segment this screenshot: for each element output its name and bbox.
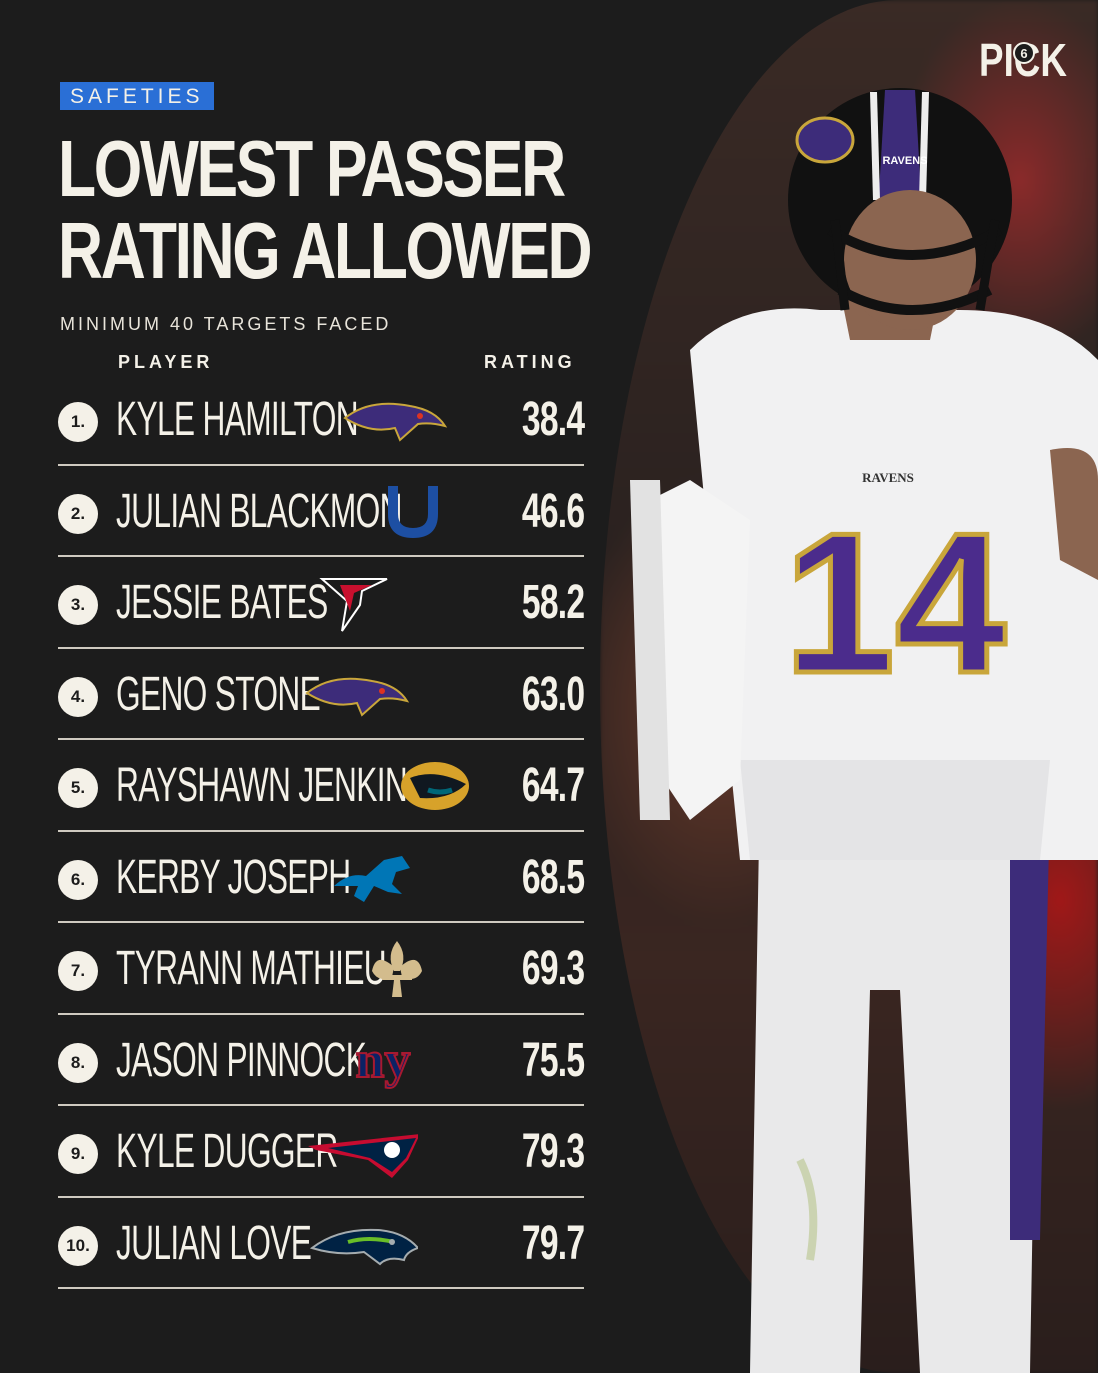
rank-badge: 6.	[58, 859, 98, 900]
list-item: 2. JULIAN BLACKMON 46.6	[58, 466, 585, 557]
lions-logo-icon	[334, 855, 410, 902]
list-item: 5. RAYSHAWN JENKINS 64.7	[58, 740, 585, 832]
jersey-number: 14	[784, 492, 1006, 715]
list-item: 3. JESSIE BATES 58.2	[58, 557, 585, 649]
player-name: KERBY JOSEPH	[116, 850, 351, 904]
rank-badge: 4.	[58, 676, 98, 717]
player-name: JESSIE BATES	[116, 576, 328, 629]
pick-six-logo: PICK 6	[979, 34, 1067, 86]
player-photo: RAVENS RAVENS 14	[630, 88, 1098, 1373]
player-name: JULIAN BLACKMON	[116, 484, 403, 538]
rating-value: 75.5	[521, 1033, 584, 1087]
ravens-logo-icon	[343, 402, 448, 442]
ravens-logo-icon	[305, 677, 410, 717]
player-column-header: PLAYER	[118, 352, 214, 372]
patriots-logo-icon	[308, 1134, 418, 1178]
list-item: 8. JASON PINNOCK ny 75.5	[58, 1015, 585, 1106]
saints-logo-icon	[372, 941, 422, 997]
rank-badge: 8.	[58, 1042, 98, 1083]
rating-value: 38.4	[521, 393, 584, 446]
player-name: RAYSHAWN JENKINS	[116, 759, 428, 812]
list-item: 1. KYLE HAMILTON 38.4	[58, 374, 585, 466]
title-line-1: LOWEST PASSER	[58, 124, 566, 213]
rank-badge: 10.	[58, 1225, 98, 1266]
rating-value: 79.7	[521, 1216, 584, 1270]
subtitle: MINIMUM 40 TARGETS FACED	[60, 314, 392, 334]
page-title: LOWEST PASSER RATING ALLOWED	[58, 124, 593, 295]
player-name: TYRANN MATHIEU	[116, 942, 387, 995]
rating-column-header: RATING	[484, 352, 576, 372]
player-name: GENO STONE	[116, 667, 321, 721]
giants-logo-icon: ny	[355, 1031, 412, 1090]
rating-value: 46.6	[521, 484, 584, 538]
rating-value: 69.3	[521, 942, 584, 995]
rating-value: 68.5	[521, 850, 584, 904]
player-name: JULIAN LOVE	[116, 1216, 312, 1270]
colts-logo-icon	[388, 485, 438, 538]
list-item: 10. JULIAN LOVE 79.7	[58, 1198, 585, 1289]
rank-badge: 2.	[58, 493, 98, 534]
player-name: KYLE DUGGER	[116, 1125, 338, 1178]
rank-badge: 1.	[58, 402, 98, 442]
player-name: JASON PINNOCK	[116, 1033, 367, 1087]
rankings-list: 1. KYLE HAMILTON 38.4 2. JULIAN BLACKMON…	[58, 374, 585, 1289]
list-item: 7. TYRANN MATHIEU 69.3	[58, 923, 585, 1015]
jaguars-logo-icon	[401, 762, 469, 810]
rating-value: 58.2	[521, 576, 584, 629]
list-item: 4. GENO STONE 63.0	[58, 649, 585, 740]
title-line-2: RATING ALLOWED	[58, 206, 593, 295]
falcons-logo-icon	[319, 578, 388, 632]
category-tag-label: SAFETIES	[70, 85, 204, 108]
rating-value: 79.3	[521, 1125, 584, 1178]
category-tag: SAFETIES	[60, 82, 214, 110]
rank-badge: 7.	[58, 951, 98, 991]
rating-value: 64.7	[521, 759, 584, 812]
list-item: 6. KERBY JOSEPH 68.5	[58, 832, 585, 923]
helmet-text: RAVENS	[882, 155, 927, 167]
rank-badge: 3.	[58, 585, 98, 625]
player-name: KYLE HAMILTON	[116, 393, 359, 446]
jersey-team-text: RAVENS	[862, 470, 914, 485]
svg-text:ny: ny	[356, 1032, 411, 1089]
rank-badge: 5.	[58, 768, 98, 808]
logo-number: 6	[1020, 46, 1027, 61]
rating-value: 63.0	[521, 667, 584, 721]
seahawks-logo-icon	[309, 1228, 418, 1265]
list-item: 9. KYLE DUGGER 79.3	[58, 1106, 585, 1198]
rank-badge: 9.	[58, 1134, 98, 1174]
